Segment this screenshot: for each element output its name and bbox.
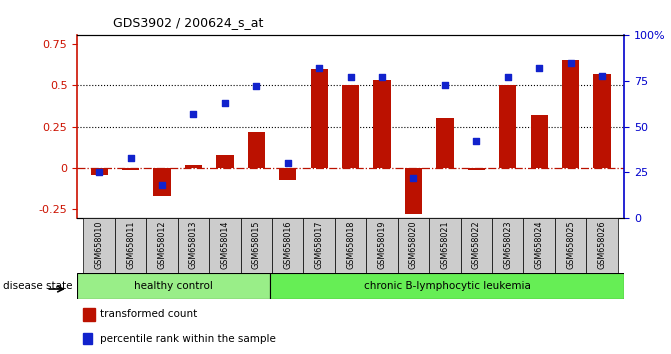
Point	[565, 60, 576, 65]
Bar	[499, 85, 517, 168]
Text: GSM658017: GSM658017	[315, 221, 323, 269]
Text: GSM658018: GSM658018	[346, 221, 355, 269]
Text: GSM658010: GSM658010	[95, 221, 103, 269]
Text: GSM658014: GSM658014	[220, 221, 229, 269]
Bar	[146, 218, 178, 273]
Text: disease state: disease state	[3, 281, 73, 291]
Bar	[209, 218, 241, 273]
Point	[376, 74, 387, 80]
Bar	[373, 80, 391, 168]
Bar	[405, 168, 422, 215]
Point	[408, 175, 419, 181]
Bar	[241, 218, 272, 273]
Bar	[248, 132, 265, 168]
Text: GSM658020: GSM658020	[409, 221, 418, 269]
Point	[503, 74, 513, 80]
Text: healthy control: healthy control	[134, 281, 213, 291]
Point	[440, 82, 450, 87]
Point	[597, 73, 607, 78]
Bar	[429, 218, 460, 273]
Bar	[586, 218, 618, 273]
Bar	[115, 218, 146, 273]
Bar	[185, 165, 202, 168]
Text: GSM658025: GSM658025	[566, 221, 575, 269]
Bar	[83, 218, 115, 273]
Text: transformed count: transformed count	[100, 309, 197, 319]
Point	[125, 155, 136, 160]
Bar	[460, 218, 492, 273]
Point	[534, 65, 545, 71]
Bar	[77, 273, 270, 299]
Point	[219, 100, 230, 106]
Text: percentile rank within the sample: percentile rank within the sample	[100, 333, 276, 344]
Text: GSM658021: GSM658021	[440, 221, 450, 269]
Point	[251, 84, 262, 89]
Bar	[91, 168, 108, 175]
Bar	[555, 218, 586, 273]
Text: GSM658019: GSM658019	[378, 221, 386, 269]
Text: GSM658012: GSM658012	[158, 221, 166, 269]
Text: GSM658015: GSM658015	[252, 221, 261, 269]
Bar	[468, 168, 485, 170]
Point	[94, 169, 105, 175]
Bar	[436, 118, 454, 168]
Text: GSM658011: GSM658011	[126, 221, 135, 269]
Bar	[335, 218, 366, 273]
Bar	[366, 218, 398, 273]
Point	[314, 65, 325, 71]
Bar	[216, 155, 234, 168]
Bar	[531, 115, 548, 168]
Bar	[279, 168, 297, 179]
Text: GSM658022: GSM658022	[472, 221, 481, 269]
Text: GSM658024: GSM658024	[535, 221, 544, 269]
Bar	[83, 333, 93, 344]
Text: GSM658026: GSM658026	[598, 221, 607, 269]
Bar	[523, 218, 555, 273]
Bar	[593, 74, 611, 168]
Bar	[562, 60, 579, 168]
Text: GDS3902 / 200624_s_at: GDS3902 / 200624_s_at	[113, 16, 263, 29]
Text: GSM658023: GSM658023	[503, 221, 512, 269]
Bar	[122, 168, 140, 170]
Text: GSM658016: GSM658016	[283, 221, 293, 269]
Bar	[178, 218, 209, 273]
Bar	[83, 308, 95, 321]
Bar	[154, 168, 170, 196]
Bar	[303, 218, 335, 273]
Point	[282, 160, 293, 166]
Bar	[272, 218, 303, 273]
Text: chronic B-lymphocytic leukemia: chronic B-lymphocytic leukemia	[364, 281, 531, 291]
Point	[156, 182, 167, 188]
Point	[188, 111, 199, 116]
Point	[346, 74, 356, 80]
Text: GSM658013: GSM658013	[189, 221, 198, 269]
Bar	[311, 69, 328, 168]
Bar	[398, 218, 429, 273]
Bar	[342, 85, 359, 168]
Bar	[492, 218, 523, 273]
Bar	[270, 273, 624, 299]
Point	[471, 138, 482, 144]
